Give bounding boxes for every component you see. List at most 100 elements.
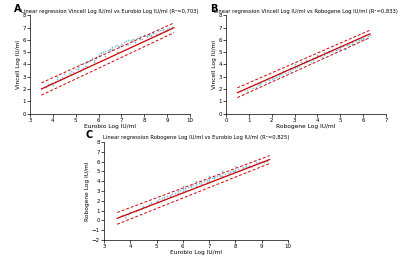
Point xyxy=(240,165,246,170)
Point xyxy=(134,35,141,39)
Point xyxy=(185,185,191,189)
Point xyxy=(216,174,223,178)
Point xyxy=(193,179,199,183)
Point xyxy=(275,74,282,78)
Point xyxy=(307,60,314,64)
Point xyxy=(332,48,339,52)
Point xyxy=(310,56,316,60)
Point xyxy=(314,55,321,59)
Point xyxy=(251,163,257,167)
Point xyxy=(114,50,120,54)
Point xyxy=(47,81,54,85)
Point xyxy=(238,168,244,172)
Point xyxy=(132,40,138,44)
Point xyxy=(91,60,97,64)
Point xyxy=(230,169,236,173)
Point xyxy=(326,50,332,54)
Point xyxy=(118,42,125,46)
Point xyxy=(246,84,252,88)
Point xyxy=(250,86,257,90)
Point xyxy=(268,75,275,79)
X-axis label: Eurobio Log IU/ml: Eurobio Log IU/ml xyxy=(170,251,222,255)
Y-axis label: Robogene Log IU/ml: Robogene Log IU/ml xyxy=(85,161,90,221)
X-axis label: Robogene Log IU/ml: Robogene Log IU/ml xyxy=(276,124,336,129)
Point xyxy=(52,79,58,84)
Point xyxy=(164,27,170,31)
Point xyxy=(284,70,291,74)
Point xyxy=(300,61,307,65)
Point xyxy=(54,77,61,81)
Point xyxy=(148,33,154,37)
Point xyxy=(140,204,147,208)
Point xyxy=(95,53,102,57)
Title: Linear regression Vincell Log IU/ml vs Robogene Log IU/ml (R²=0,833): Linear regression Vincell Log IU/ml vs R… xyxy=(214,9,398,14)
Point xyxy=(236,89,243,93)
Point xyxy=(256,159,262,164)
Point xyxy=(206,179,212,183)
Point xyxy=(235,167,241,171)
Point xyxy=(294,65,300,69)
Point xyxy=(305,59,312,63)
Point xyxy=(258,159,265,164)
Point xyxy=(245,164,252,168)
Point xyxy=(245,164,252,168)
Point xyxy=(346,42,353,46)
Point xyxy=(355,38,362,42)
Point xyxy=(93,55,100,59)
Point xyxy=(303,59,309,63)
Point xyxy=(261,159,268,164)
Point xyxy=(198,182,204,186)
Point xyxy=(54,75,61,79)
Point xyxy=(122,215,128,220)
Point xyxy=(82,61,88,65)
Point xyxy=(222,172,228,176)
Point xyxy=(146,33,152,37)
Point xyxy=(82,64,88,68)
Point xyxy=(257,81,264,85)
Point xyxy=(312,56,318,60)
Point xyxy=(248,165,254,170)
Point xyxy=(138,206,144,211)
Point xyxy=(232,164,239,168)
Point xyxy=(98,51,104,55)
Point xyxy=(116,45,122,50)
Point xyxy=(127,211,134,215)
Point xyxy=(348,42,355,46)
Point xyxy=(166,26,173,30)
Point xyxy=(75,67,81,71)
Text: B: B xyxy=(210,4,217,14)
Point xyxy=(70,70,77,74)
Point xyxy=(111,44,118,48)
Point xyxy=(61,72,68,76)
Point xyxy=(135,207,141,212)
Point xyxy=(107,48,113,52)
Point xyxy=(264,158,270,163)
Point xyxy=(291,62,298,67)
Y-axis label: Vincell Log IU/ml: Vincell Log IU/ml xyxy=(16,40,21,89)
Point xyxy=(219,174,226,178)
Point xyxy=(360,35,366,39)
Point xyxy=(172,191,178,195)
Point xyxy=(79,66,86,70)
Point xyxy=(326,49,332,53)
Point xyxy=(155,29,161,34)
Point xyxy=(104,48,111,52)
Point xyxy=(262,79,268,84)
Point xyxy=(45,82,52,86)
Point xyxy=(273,75,280,79)
Point xyxy=(303,58,309,62)
Point xyxy=(177,188,184,192)
Point xyxy=(100,50,106,54)
Point xyxy=(130,37,136,41)
Point xyxy=(159,28,166,32)
Point xyxy=(152,32,159,36)
Point xyxy=(364,34,371,38)
Point xyxy=(224,171,231,175)
Point xyxy=(125,42,132,46)
Point xyxy=(227,170,233,174)
Point xyxy=(123,39,129,43)
Point xyxy=(114,43,120,47)
Point xyxy=(314,55,321,59)
Point xyxy=(182,188,189,192)
Point xyxy=(188,184,194,188)
